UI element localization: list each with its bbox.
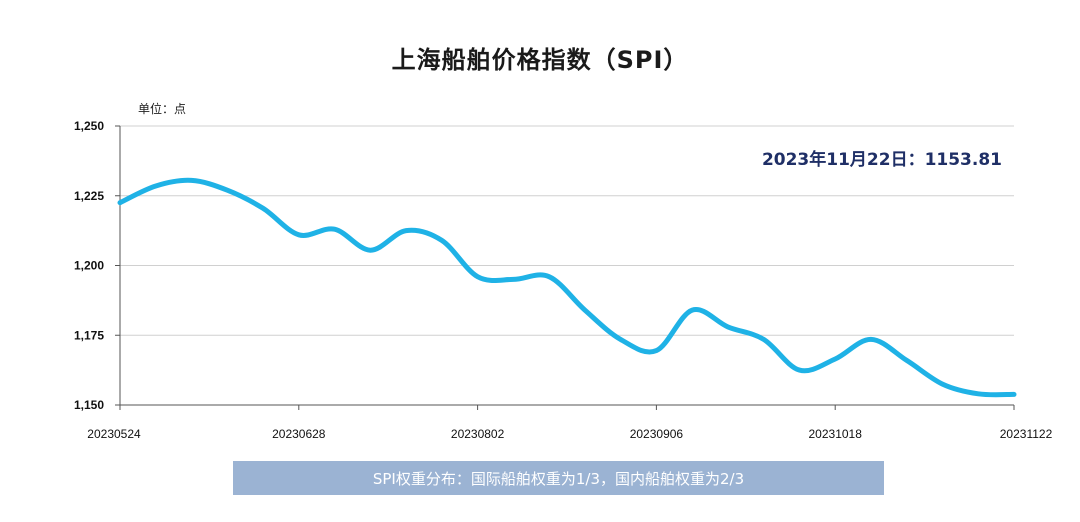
y-tick-label: 1,150 [74, 398, 104, 412]
x-tick-label: 20231018 [809, 427, 863, 441]
y-tick-label: 1,200 [74, 259, 104, 273]
x-tick-label: 20230802 [451, 427, 505, 441]
tick-labels: 1,150 1,175 1,200 1,225 1,250 20230524 2023062… [74, 119, 1053, 441]
chart-title: 上海船舶价格指数（SPI） [391, 46, 689, 74]
x-tick-label: 20230906 [630, 427, 684, 441]
x-tick-label: 20230628 [272, 427, 326, 441]
latest-value-annotation: 2023年11月22日：1153.81 [761, 150, 1002, 170]
axes [115, 125, 1015, 410]
series-layer [117, 177, 1017, 398]
y-tick-label: 1,225 [74, 189, 104, 203]
x-tick-label: 20231122 [1000, 427, 1053, 441]
footnote-banner: SPI权重分布：国际船舶权重为1/3，国内船舶权重为2/3 [233, 461, 884, 495]
gridlines [120, 125, 1014, 336]
y-tick-label: 1,175 [74, 328, 104, 342]
unit-label: 单位：点 [138, 102, 187, 116]
x-tick-label: 20230524 [87, 427, 141, 441]
y-tick-label: 1,250 [74, 119, 104, 133]
series-line-spi [117, 177, 1017, 398]
